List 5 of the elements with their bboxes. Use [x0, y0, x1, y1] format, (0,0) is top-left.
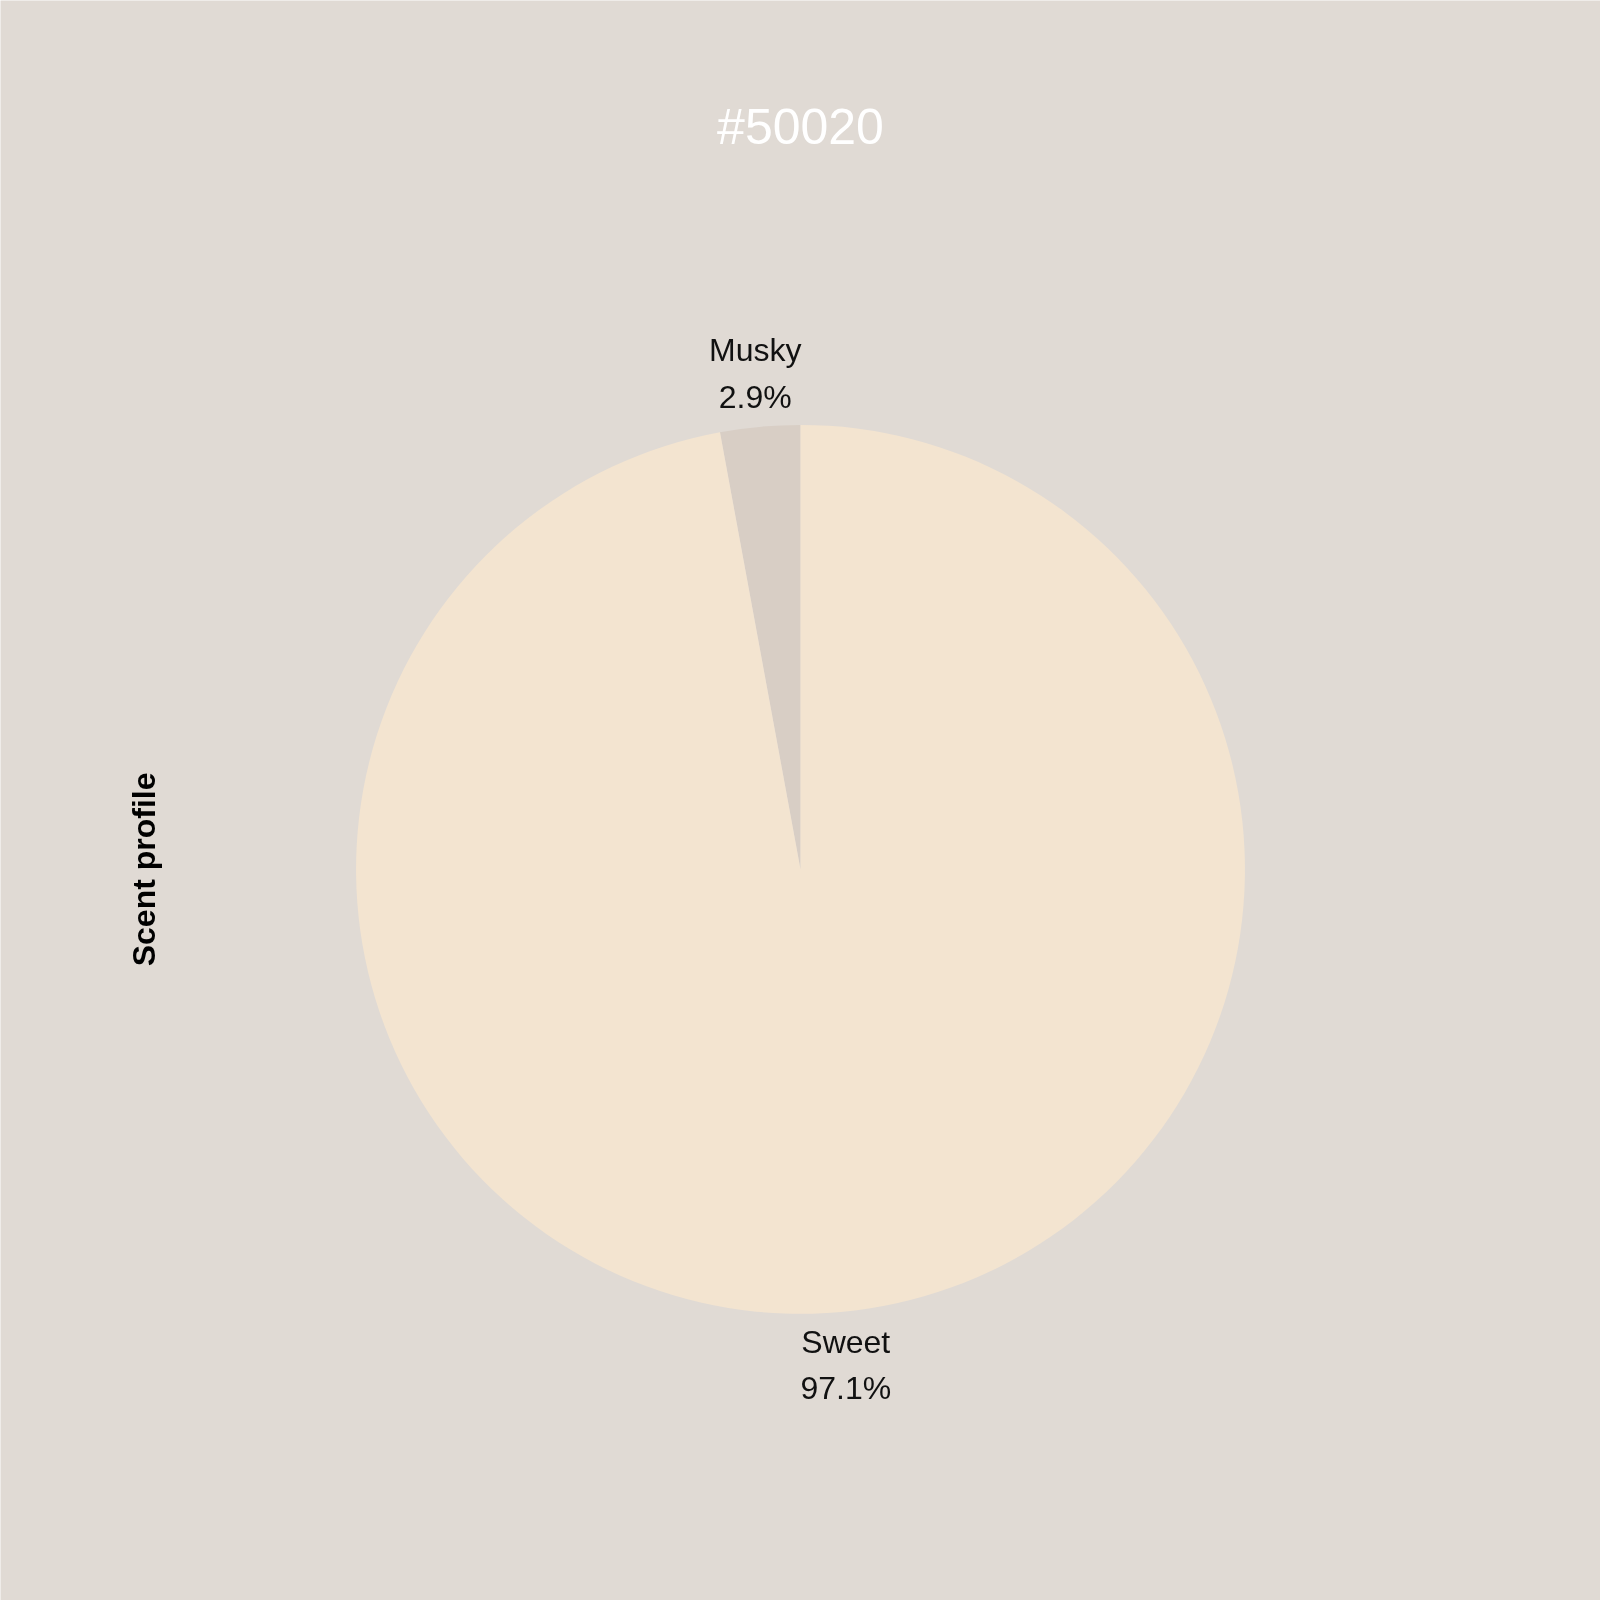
data-label: 97.1%: [800, 1370, 892, 1407]
slice-label: Musky: [708, 332, 802, 369]
data-label: 2.9%: [718, 379, 792, 416]
slice-label: Sweet: [801, 1323, 891, 1360]
text: Scent profile: [125, 772, 162, 967]
